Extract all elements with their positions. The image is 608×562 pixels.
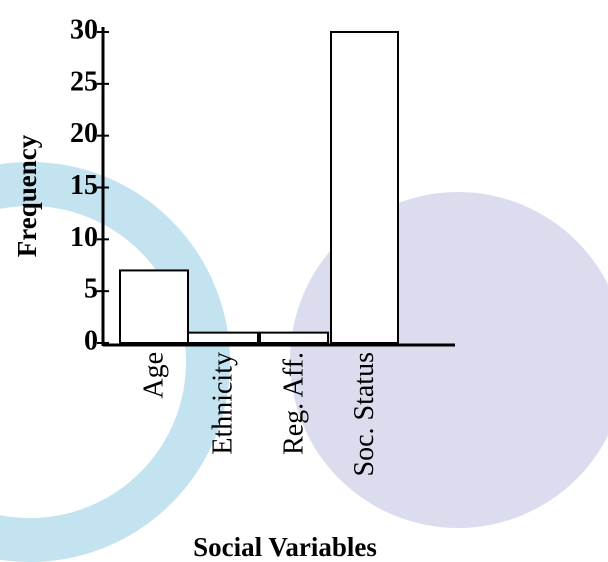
y-tick-label: 0 <box>84 325 98 356</box>
bar <box>260 333 328 343</box>
x-tick-label: Ethnicity <box>207 352 238 455</box>
bar <box>188 333 258 343</box>
y-tick-label: 5 <box>84 274 98 305</box>
y-tick-label: 30 <box>70 14 98 45</box>
x-tick-label: Soc. Status <box>349 352 380 476</box>
y-tick-label: 10 <box>70 222 98 253</box>
y-tick-label: 20 <box>70 118 98 149</box>
bar <box>331 32 398 343</box>
x-tick-label: Age <box>138 352 169 399</box>
x-tick-label: Reg. Aff. <box>278 352 309 455</box>
chart: Social Variables Frequency Age Ethnicity R… <box>0 0 608 562</box>
bar <box>120 270 188 343</box>
x-axis-title: Social Variables <box>193 532 377 562</box>
y-axis-title: Frequency <box>12 134 42 257</box>
y-tick-label: 25 <box>70 66 98 97</box>
y-tick-label: 15 <box>70 170 98 201</box>
